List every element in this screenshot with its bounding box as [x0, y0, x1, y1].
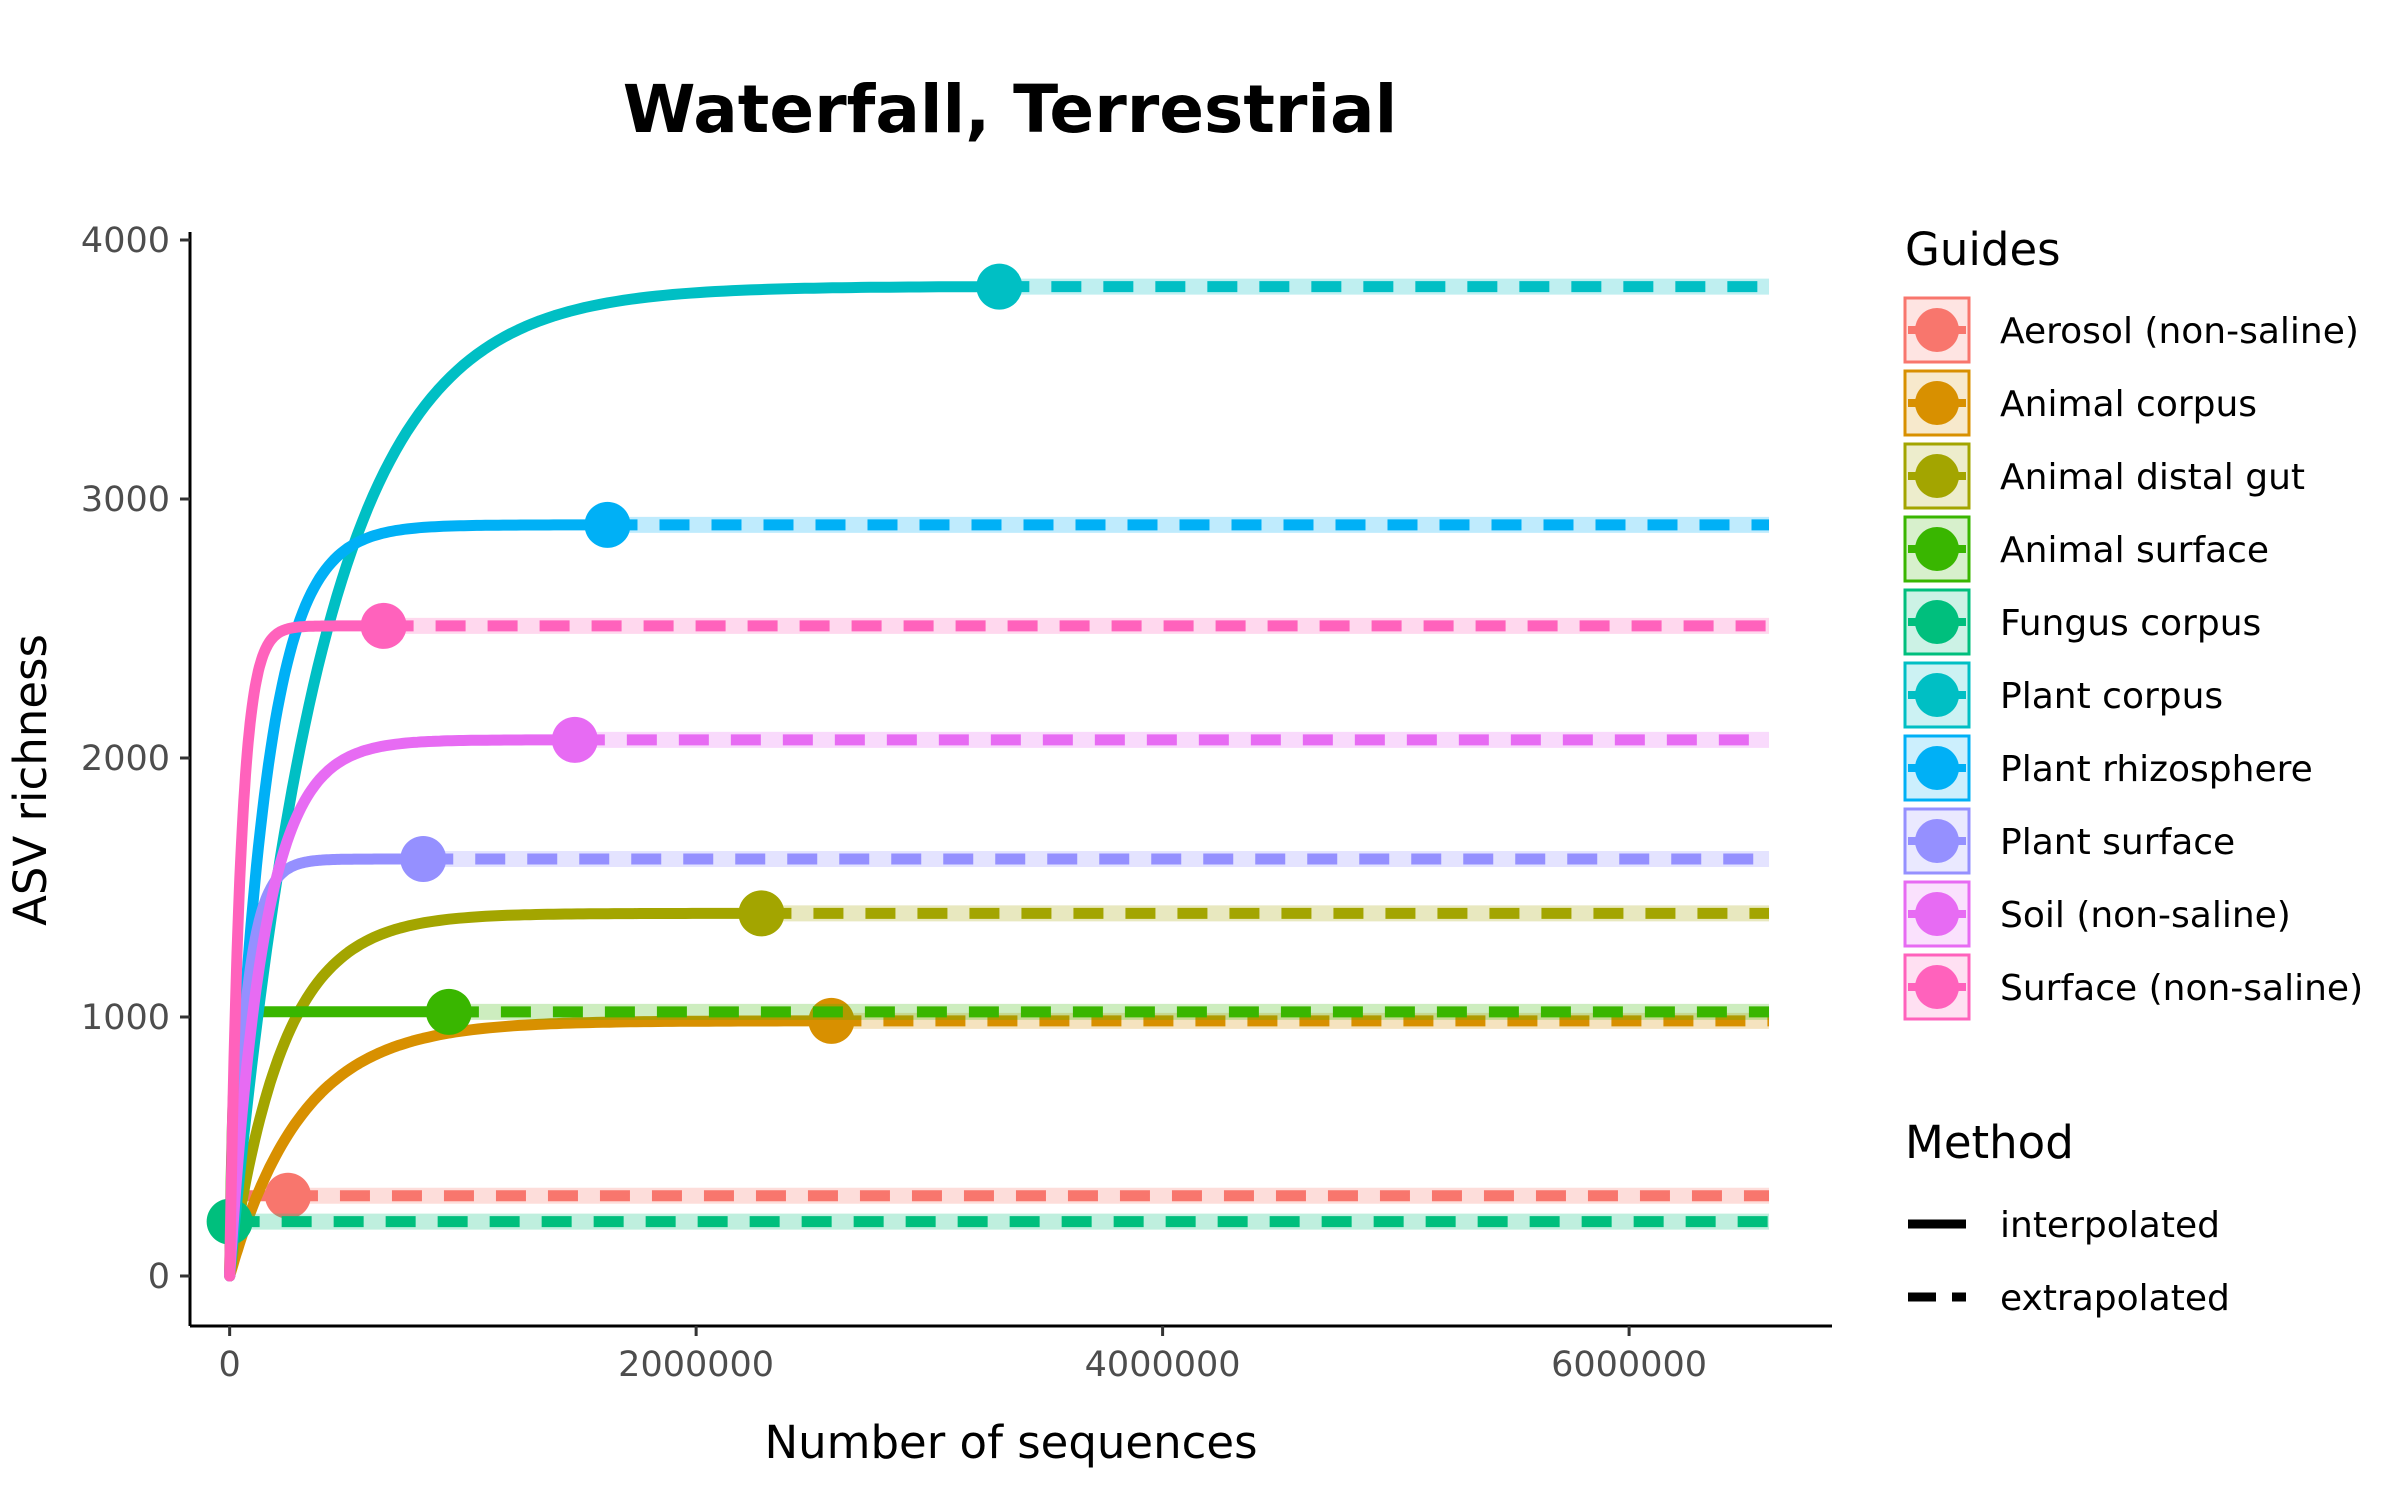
observed-point — [360, 602, 407, 649]
interpolated-line — [224, 734, 581, 1282]
legend-method: interpolated extrapolated — [1908, 1205, 2230, 1319]
legend-key-point — [1915, 600, 1959, 644]
legend-key-point — [1915, 892, 1959, 936]
legend-label: Surface (non-saline) — [2000, 968, 2363, 1009]
y-ticks: 0 1000 2000 3000 4000 — [81, 221, 190, 1297]
legend-method-label: interpolated — [2000, 1205, 2220, 1246]
y-tick-label: 3000 — [81, 480, 170, 520]
legend-item-aerosol-non-saline: Aerosol (non-saline) — [1903, 296, 2359, 364]
interpolated-line — [224, 519, 613, 1282]
observed-point — [584, 501, 631, 548]
series-surface-non-saline — [224, 602, 1770, 1282]
legend-item-animal-corpus: Animal corpus — [1903, 369, 2257, 437]
legend-label: Plant surface — [2000, 822, 2235, 863]
legend: Guides Aerosol (non-saline) Animal corpus… — [1903, 223, 2363, 1319]
x-axis-title: Number of sequences — [764, 1416, 1257, 1469]
observed-point — [400, 836, 447, 883]
legend-key-point — [1915, 381, 1959, 425]
series-aerosol-non-saline — [224, 1172, 1770, 1282]
legend-item-plant-rhizosphere: Plant rhizosphere — [1903, 734, 2313, 802]
series-plant-rhizosphere — [224, 501, 1770, 1282]
legend-label: Plant rhizosphere — [2000, 749, 2313, 790]
legend-item-plant-corpus: Plant corpus — [1903, 661, 2223, 729]
y-tick-label: 4000 — [81, 221, 170, 261]
legend-method-interpolated: interpolated — [1908, 1205, 2220, 1246]
y-axis-title: ASV richness — [4, 634, 57, 926]
observed-point — [976, 263, 1023, 310]
legend-label: Animal corpus — [2000, 384, 2257, 425]
legend-key-point — [1915, 965, 1959, 1009]
legend-guides: Aerosol (non-saline) Animal corpus Animal … — [1903, 296, 2363, 1021]
legend-label: Animal distal gut — [2000, 457, 2305, 498]
legend-method-title: Method — [1905, 1116, 2074, 1169]
chart-title: Waterfall, Terrestrial — [623, 71, 1397, 148]
legend-label: Soil (non-saline) — [2000, 895, 2291, 936]
legend-item-plant-surface: Plant surface — [1903, 807, 2235, 875]
interpolated-line — [224, 1006, 455, 1282]
legend-item-surface-non-saline: Surface (non-saline) — [1903, 953, 2363, 1021]
legend-key-point — [1915, 819, 1959, 863]
legend-label: Aerosol (non-saline) — [2000, 311, 2359, 352]
series-soil-non-saline — [224, 716, 1770, 1282]
x-tick-label: 4000000 — [1085, 1345, 1241, 1385]
x-ticks: 0 2000000 4000000 6000000 — [219, 1326, 1707, 1385]
legend-key-point — [1915, 308, 1959, 352]
interpolated-line — [224, 907, 767, 1282]
legend-key-point — [1915, 746, 1959, 790]
legend-method-extrapolated: extrapolated — [1908, 1278, 2230, 1319]
interpolated-line — [224, 1015, 837, 1282]
legend-label: Fungus corpus — [2000, 603, 2261, 644]
observed-point — [425, 988, 472, 1035]
y-tick-label: 0 — [148, 1257, 170, 1297]
legend-method-label: extrapolated — [2000, 1278, 2230, 1319]
legend-label: Plant corpus — [2000, 676, 2223, 717]
legend-item-fungus-corpus: Fungus corpus — [1903, 588, 2261, 656]
series-animal-corpus — [224, 997, 1770, 1282]
legend-key-point — [1915, 454, 1959, 498]
observed-point — [551, 716, 598, 763]
legend-label: Animal surface — [2000, 530, 2269, 571]
observed-point — [738, 890, 785, 937]
y-tick-label: 1000 — [81, 998, 170, 1038]
interpolated-line — [224, 853, 429, 1282]
legend-guides-title: Guides — [1905, 223, 2061, 276]
series-fungus-corpus — [206, 1198, 1770, 1245]
legend-item-animal-distal-gut: Animal distal gut — [1903, 442, 2305, 510]
series-animal-distal-gut — [224, 890, 1770, 1282]
x-tick-label: 6000000 — [1551, 1345, 1707, 1385]
legend-key-point — [1915, 527, 1959, 571]
legend-key-point — [1915, 673, 1959, 717]
x-tick-label: 0 — [219, 1345, 241, 1385]
legend-item-animal-surface: Animal surface — [1903, 515, 2269, 583]
legend-item-soil-non-saline: Soil (non-saline) — [1903, 880, 2291, 948]
y-tick-label: 2000 — [81, 739, 170, 779]
x-tick-label: 2000000 — [618, 1345, 774, 1385]
interpolated-line — [224, 620, 390, 1282]
observed-point — [264, 1172, 311, 1219]
plot-area — [206, 263, 1770, 1282]
interpolated-line — [224, 281, 1005, 1282]
series-plant-surface — [224, 836, 1770, 1282]
series-plant-corpus — [224, 263, 1770, 1282]
